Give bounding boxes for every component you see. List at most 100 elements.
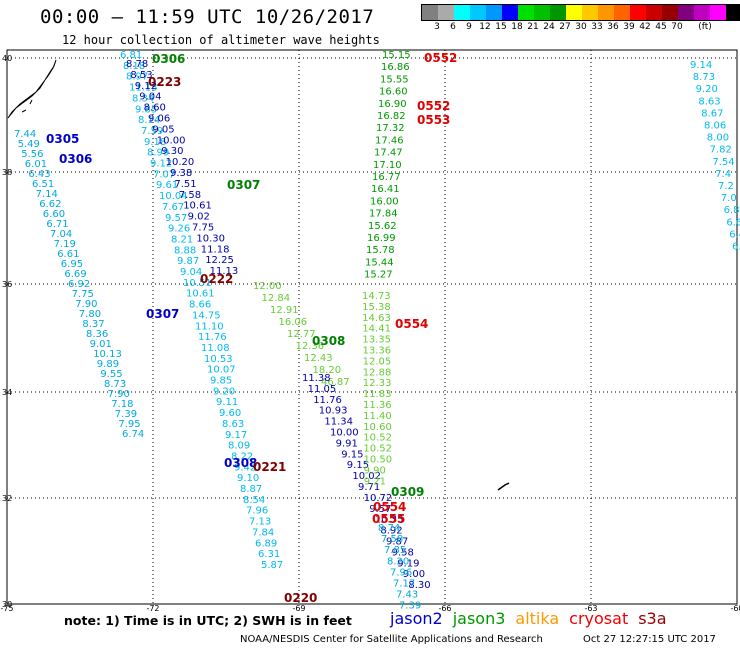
- lon-label: -75: [0, 604, 13, 613]
- satellite-legend: jason2 jason3 altika cryosat s3a: [390, 609, 677, 628]
- wave-height-value: 7.14: [36, 189, 58, 200]
- wave-height-value: 7.90: [108, 389, 130, 400]
- wave-height-value: 8.63: [698, 96, 720, 107]
- wave-height-value: 11.76: [313, 395, 342, 406]
- legend-label: 27: [559, 22, 571, 32]
- wave-height-value: 7.80: [79, 309, 101, 320]
- wave-height-value: 6.61: [57, 249, 79, 260]
- wave-height-value: 8.30: [408, 580, 430, 591]
- wave-height-value: 12.33: [363, 378, 392, 389]
- wave-height-value: 16.99: [367, 233, 396, 244]
- pass-label: 0305: [46, 132, 79, 146]
- wave-height-value: 10.20: [166, 157, 195, 168]
- legend-swatch: [694, 5, 710, 20]
- wave-height-value: 16.00: [370, 196, 399, 207]
- legend-swatch: [598, 5, 614, 20]
- wave-height-value: 5.49: [18, 139, 40, 150]
- legend-swatch: [534, 5, 550, 20]
- wave-height-value: 6.4: [729, 229, 740, 240]
- legend-swatch: [518, 5, 534, 20]
- pass-label: 0554: [373, 500, 406, 514]
- wave-height-value: 17.10: [373, 160, 402, 171]
- wave-height-value: 11.83: [363, 389, 392, 400]
- lat-label: 32: [2, 494, 12, 503]
- wave-height-value: 7.67: [162, 202, 184, 213]
- wave-height-value: 7.04: [50, 229, 72, 240]
- wave-height-value: 14.75: [192, 310, 221, 321]
- wave-height-value: 8.88: [174, 245, 196, 256]
- wave-height-value: 7.58: [381, 534, 403, 545]
- map-grid: [6, 49, 738, 605]
- legend-swatch: [454, 5, 470, 20]
- satellite-label: jason3: [452, 609, 506, 628]
- pass-label: 0306: [152, 52, 185, 66]
- wave-height-value: 9.87: [177, 256, 199, 267]
- wave-height-value: 10.04: [159, 191, 188, 202]
- wave-height-value: 12.84: [262, 293, 291, 304]
- wave-height-value: 14.73: [362, 291, 391, 302]
- wave-height-value: 10.51: [183, 278, 212, 289]
- wave-height-value: 8.74: [378, 523, 400, 534]
- wave-height-value: 14.63: [362, 313, 391, 324]
- wave-height-value: 6.69: [64, 269, 86, 280]
- wave-height-value: 11.18: [201, 244, 230, 255]
- wave-height-value: 12.43: [304, 353, 333, 364]
- wave-height-value: 8.37: [82, 319, 104, 330]
- wave-height-value: 16.60: [379, 87, 408, 98]
- lon-label: -60: [730, 604, 740, 613]
- wave-height-value: 12.05: [363, 356, 392, 367]
- pass-label: 0307: [146, 307, 179, 321]
- wave-height-value: 46.87: [321, 377, 350, 388]
- pass-label: 0308: [312, 334, 345, 348]
- wave-height-value: 13.36: [363, 346, 392, 357]
- satellite-label: jason2: [390, 609, 443, 628]
- legend-swatch: [550, 5, 566, 20]
- satellite-label: cryosat: [569, 609, 629, 628]
- lon-label: -66: [438, 604, 451, 613]
- pass-label: 0307: [227, 178, 260, 192]
- pass-label: 0553: [417, 113, 450, 127]
- wave-height-value: 15.38: [362, 302, 391, 313]
- pass-label: 0309: [391, 485, 424, 499]
- wave-height-value: 6.81: [120, 50, 142, 61]
- wave-height-value: 9.21: [364, 476, 386, 487]
- wave-height-value: 9.85: [135, 104, 157, 115]
- wave-height-value: 6.51: [32, 179, 54, 190]
- wave-height-value: 8.21: [171, 234, 193, 245]
- wave-height-value: 9.57: [369, 504, 391, 515]
- wave-height-value: 6.8: [724, 205, 740, 216]
- wave-height-value: 11.13: [129, 83, 158, 94]
- lon-label: -63: [584, 604, 597, 613]
- wave-height-value: 11.36: [363, 400, 392, 411]
- wave-height-value: 10.00: [330, 428, 359, 439]
- wave-height-value: 7.54: [712, 157, 734, 168]
- wave-height-value: 7.58: [179, 190, 201, 201]
- pass-label: 0554: [395, 317, 428, 331]
- footnote: note: 1) Time is in UTC; 2) SWH is in fe…: [64, 613, 352, 628]
- wave-height-value: 12.36: [296, 341, 325, 352]
- lat-label: 40: [2, 54, 12, 63]
- legend-swatch: [678, 5, 694, 20]
- pass-label: 0220: [284, 591, 317, 605]
- wave-height-value: 11.13: [210, 266, 239, 277]
- legend-swatch: [470, 5, 486, 20]
- wave-height-value: 8.09: [228, 441, 250, 452]
- wave-height-value: 8.63: [222, 419, 244, 430]
- legend-swatch: [646, 5, 662, 20]
- legend-swatch: [726, 5, 740, 20]
- timestamp: Oct 27 12:27:15 UTC 2017: [583, 634, 716, 645]
- wave-height-value: 9.01: [90, 339, 112, 350]
- satellite-label: altika: [515, 609, 560, 628]
- wave-height-value: 7.75: [72, 289, 94, 300]
- wave-height-value: 6.71: [46, 219, 68, 230]
- wave-height-value: 7.13: [249, 517, 271, 528]
- legend-color-bar: [421, 4, 740, 21]
- wave-height-value: 9.10: [237, 473, 259, 484]
- wave-height-value: 9.30: [161, 146, 183, 157]
- wave-height-value: 10.61: [183, 201, 212, 212]
- wave-height-value: 9.17: [225, 430, 247, 441]
- wave-height-value: 10.60: [363, 422, 392, 433]
- wave-height-value: 9.55: [100, 369, 122, 380]
- wave-height-value: 10.00: [157, 135, 186, 146]
- altimeter-tracks: 6.818.188.9711.138.349.858.147.599.188.9…: [14, 50, 740, 612]
